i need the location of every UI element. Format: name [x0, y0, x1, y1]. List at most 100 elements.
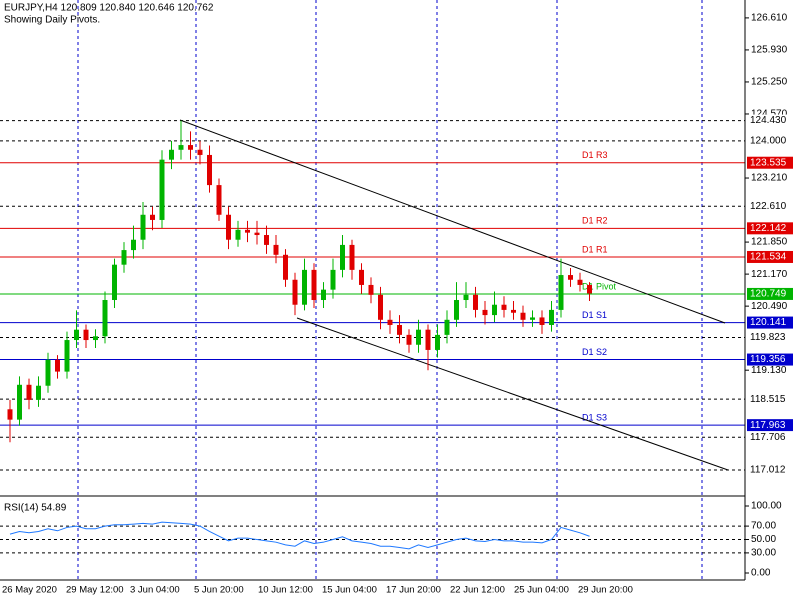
level-label-box [747, 419, 793, 432]
rsi-tick-label: 50.00 [751, 534, 776, 545]
rsi-tick-label: 70.00 [751, 521, 776, 532]
candle-body [444, 319, 450, 335]
candle-body [169, 149, 174, 160]
candle-body [454, 300, 459, 320]
candle-body [511, 309, 516, 313]
candle-body [492, 304, 497, 316]
level-name: D1 S2 [582, 347, 607, 357]
level-label-box [747, 134, 793, 147]
candle-body [577, 279, 583, 285]
candle-body [45, 359, 51, 386]
y-tick-label: 121.850 [751, 237, 788, 248]
level-name: D1 R1 [582, 244, 608, 254]
level-label: 120.749 [750, 289, 787, 300]
rsi-tick-label: 0.00 [751, 568, 771, 579]
candle-body [93, 336, 98, 341]
x-tick-label: 5 Jun 20:00 [194, 585, 244, 596]
level-label-box [747, 316, 793, 329]
candle-body [416, 329, 421, 345]
candle-body [55, 359, 60, 372]
x-tick-label: 29 May 12:00 [66, 585, 124, 596]
level-label-box [747, 222, 793, 235]
candle-body [197, 149, 203, 155]
candle-body [568, 275, 573, 280]
x-tick-label: 29 Jun 20:00 [578, 585, 633, 596]
candle-body [207, 154, 212, 186]
price-axis: 126.610 125.930 125.250 124.570 123.210 121.8… [745, 13, 793, 579]
level-label: 122.610 [750, 201, 787, 212]
level-label: 119.356 [750, 354, 786, 365]
trendline [179, 119, 726, 324]
y-tick-label: 125.250 [751, 77, 788, 88]
candle-body [131, 239, 136, 251]
rsi-title: RSI(14) 54.89 [4, 503, 67, 514]
level-label: 119.823 [750, 332, 786, 343]
level-label-box [747, 250, 793, 263]
level-label-box [747, 393, 793, 406]
rsi-panel [0, 521, 745, 554]
level-label-box [747, 114, 793, 127]
candle-body [311, 269, 317, 301]
candle-body [245, 229, 250, 233]
candle-body [425, 329, 431, 350]
level-name: D1 S3 [582, 413, 607, 423]
candle-body [302, 269, 307, 305]
y-tick-label: 119.130 [751, 365, 787, 376]
candle-body [216, 185, 222, 215]
candle-body [17, 384, 22, 420]
level-label-box [747, 353, 793, 366]
candle-body [501, 304, 507, 310]
level-label: 123.535 [750, 157, 787, 168]
x-tick-label: 25 Jun 04:00 [514, 585, 569, 596]
candle-body [539, 317, 545, 325]
candle-body [283, 254, 288, 280]
rsi-line [9, 521, 590, 550]
level-label-box [747, 431, 793, 444]
candle-body [321, 289, 326, 301]
level-label-box [747, 463, 793, 476]
levels: D1 R3 D1 R2 D1 R1 D1 Pivot D1 S1 D1 S2 D1 S3 [0, 120, 745, 471]
level-label-box [747, 287, 793, 300]
candle-body [549, 309, 554, 325]
candle-body [26, 384, 32, 400]
candle-body [7, 409, 13, 420]
rsi-tick-label: 100.00 [751, 501, 782, 512]
level-label-box [747, 331, 793, 344]
candle-body [292, 279, 298, 305]
candle-body [112, 264, 117, 301]
level-label-box [747, 156, 793, 169]
level-name: D1 Pivot [582, 281, 617, 291]
y-tick-label: 120.490 [751, 301, 788, 312]
level-label: 122.142 [750, 223, 787, 234]
candle-body [387, 319, 393, 325]
header-note: Showing Daily Pivots. [4, 15, 100, 26]
candle-body [64, 340, 70, 372]
candle-body [482, 309, 488, 316]
candle-body [36, 385, 41, 400]
x-tick-label: 22 Jun 12:00 [450, 585, 505, 596]
trendline [296, 317, 729, 471]
level-label: 118.515 [750, 394, 786, 405]
candle-body [235, 229, 241, 240]
level-label: 124.000 [750, 135, 787, 146]
level-label: 124.430 [750, 115, 787, 126]
x-tick-label: 10 Jun 12:00 [258, 585, 313, 596]
candle-body [397, 324, 402, 335]
candle-body [140, 214, 146, 240]
level-label: 120.141 [750, 317, 787, 328]
candle-body [254, 232, 260, 236]
candle-body [435, 334, 440, 350]
level-label: 117.963 [750, 420, 786, 431]
candle-body [121, 250, 127, 265]
candle-body [102, 300, 108, 337]
candle-body [359, 269, 364, 285]
candle-body [349, 244, 355, 270]
y-tick-label: 126.610 [751, 13, 788, 24]
y-tick-label: 125.930 [751, 45, 788, 56]
candle-body [264, 235, 269, 245]
candle-body [406, 334, 412, 345]
rsi-tick-label: 30.00 [751, 548, 776, 559]
candle-body [159, 159, 165, 220]
